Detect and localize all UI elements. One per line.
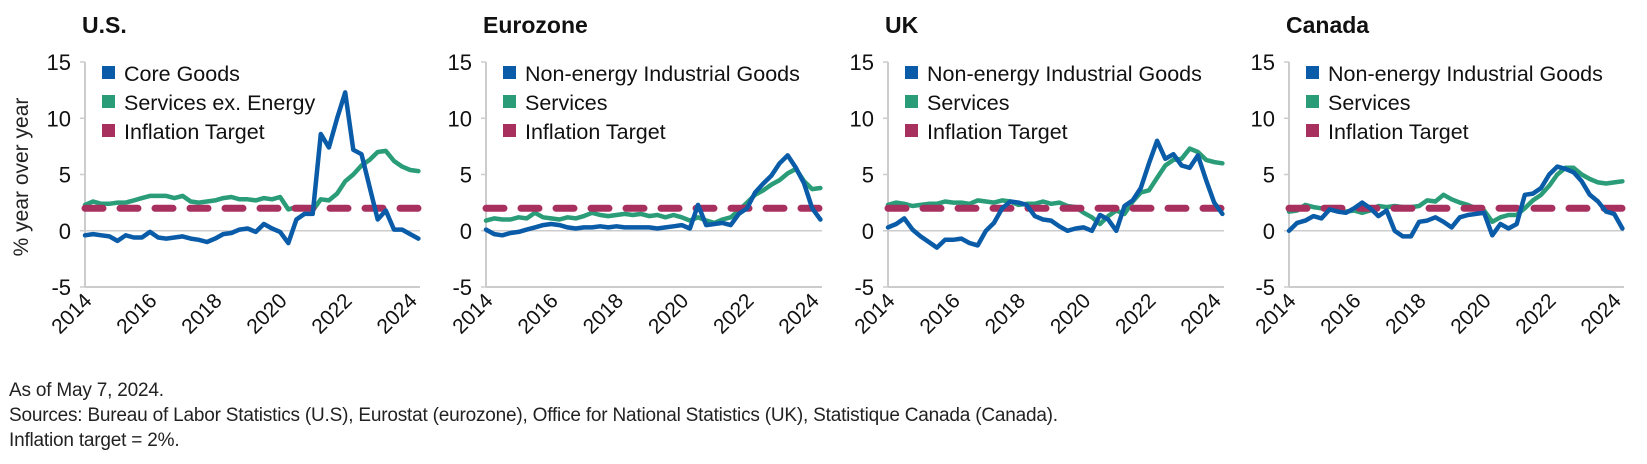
legend-label: Non-energy Industrial Goods xyxy=(1328,62,1603,86)
legend-swatch xyxy=(503,95,516,108)
x-tick-label: 2016 xyxy=(1316,289,1365,338)
x-tick-label: 2020 xyxy=(644,289,693,338)
legend-swatch xyxy=(1306,124,1319,137)
x-tick-label: 2018 xyxy=(579,289,628,338)
chart-footnotes: As of May 7, 2024. Sources: Bureau of La… xyxy=(9,378,1058,453)
chart-title: U.S. xyxy=(82,12,127,38)
legend-swatch xyxy=(102,124,115,137)
y-tick-label: 5 xyxy=(460,163,472,188)
y-tick-label: 10 xyxy=(850,106,874,131)
x-tick-label: 2024 xyxy=(372,289,422,339)
x-tick-label: 2016 xyxy=(513,289,562,338)
y-tick-label: 5 xyxy=(1263,163,1275,188)
y-tick-label: 10 xyxy=(448,106,472,131)
chart-title: UK xyxy=(885,12,919,38)
legend-swatch xyxy=(102,95,115,108)
series-services-line xyxy=(483,166,823,226)
y-tick-label: -5 xyxy=(452,275,472,300)
x-tick-label: 2022 xyxy=(1111,289,1160,338)
legend-label: Services ex. Energy xyxy=(124,91,315,115)
legend-label: Services xyxy=(525,91,607,115)
legend-swatch xyxy=(503,124,516,137)
x-tick-label: 2024 xyxy=(774,289,824,339)
y-tick-label: 5 xyxy=(862,163,874,188)
x-tick-label: 2022 xyxy=(307,289,356,338)
legend-label: Services xyxy=(1328,91,1410,115)
legend-label: Non-energy Industrial Goods xyxy=(525,62,800,86)
legend-swatch xyxy=(905,124,918,137)
x-tick-label: 2024 xyxy=(1576,289,1626,339)
x-tick-label: 2022 xyxy=(709,289,758,338)
y-tick-label: 15 xyxy=(448,50,472,75)
x-tick-label: 2018 xyxy=(981,289,1030,338)
y-tick-label: 5 xyxy=(59,163,71,188)
legend-label: Inflation Target xyxy=(525,120,666,144)
x-tick-label: 2018 xyxy=(1381,289,1430,338)
as-of-date: As of May 7, 2024. xyxy=(9,380,164,401)
legend-swatch xyxy=(905,66,918,79)
y-tick-label: 15 xyxy=(850,50,874,75)
legend-label: Inflation Target xyxy=(1328,120,1469,144)
inflation-target-note: Inflation target = 2%. xyxy=(9,430,180,451)
legend-swatch xyxy=(1306,66,1319,79)
y-tick-label: -5 xyxy=(51,275,71,300)
legend-label: Core Goods xyxy=(124,62,240,86)
legend-label: Services xyxy=(927,91,1009,115)
y-tick-label: 15 xyxy=(47,50,71,75)
series-goods-line xyxy=(82,90,421,246)
legend-label: Inflation Target xyxy=(124,120,265,144)
legend-swatch xyxy=(905,95,918,108)
series-goods-line xyxy=(483,153,823,238)
x-tick-label: 2020 xyxy=(1046,289,1095,338)
y-tick-label: -5 xyxy=(1255,275,1275,300)
legend-label: Non-energy Industrial Goods xyxy=(927,62,1202,86)
x-tick-label: 2020 xyxy=(1446,289,1495,338)
x-tick-label: 2018 xyxy=(177,289,226,338)
chart-title: Eurozone xyxy=(483,12,588,38)
y-tick-label: 10 xyxy=(1251,106,1275,131)
legend-swatch xyxy=(1306,95,1319,108)
sources-note: Sources: Bureau of Labor Statistics (U.S… xyxy=(9,405,1058,426)
x-tick-label: 2016 xyxy=(112,289,161,338)
y-tick-label: 10 xyxy=(47,106,71,131)
x-tick-label: 2022 xyxy=(1511,289,1560,338)
y-tick-label: 15 xyxy=(1251,50,1275,75)
x-tick-label: 2016 xyxy=(915,289,964,338)
y-tick-label: 0 xyxy=(460,219,472,244)
series-goods-line xyxy=(1286,164,1625,239)
x-tick-label: 2020 xyxy=(242,289,291,338)
legend-label: Inflation Target xyxy=(927,120,1068,144)
series-services-line xyxy=(885,146,1225,227)
legend-swatch xyxy=(102,66,115,79)
legend-swatch xyxy=(503,66,516,79)
y-tick-label: 0 xyxy=(862,219,874,244)
series-goods-line xyxy=(885,138,1225,250)
y-tick-label: 0 xyxy=(59,219,71,244)
chart-title: Canada xyxy=(1286,12,1369,38)
y-tick-label: -5 xyxy=(854,275,874,300)
y-tick-label: 0 xyxy=(1263,219,1275,244)
x-tick-label: 2024 xyxy=(1176,289,1226,339)
